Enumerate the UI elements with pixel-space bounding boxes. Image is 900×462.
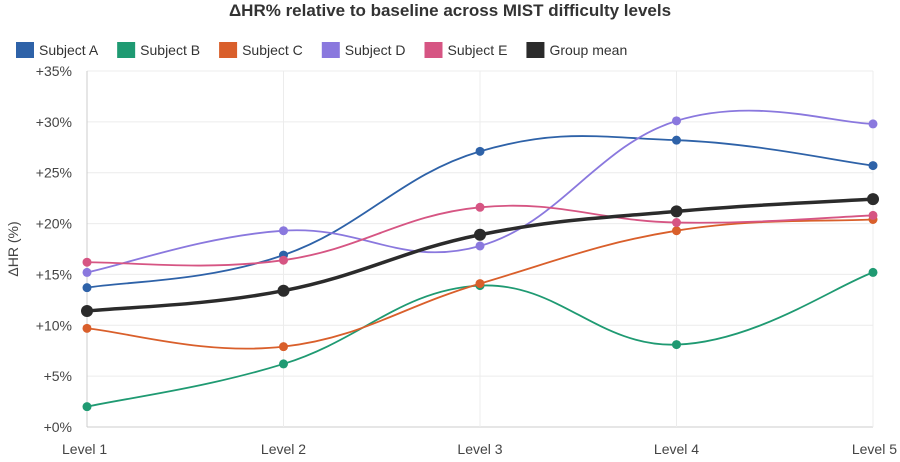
grid: [86, 70, 874, 428]
data-point-subject-a: [672, 135, 681, 145]
y-tick-label: +20%: [36, 216, 72, 232]
x-axis-ticks: Level 1 Level 2 Level 3 Level 4 Level 5: [62, 441, 897, 457]
data-point-subject-e: [82, 257, 92, 267]
legend-swatch-subject-c: [219, 42, 238, 58]
y-tick-label: +35%: [36, 63, 72, 79]
data-point-subject-d: [279, 226, 288, 236]
data-point-subject-c: [475, 279, 485, 289]
data-point-subject-b: [672, 340, 681, 350]
data-point-subject-e: [279, 255, 288, 265]
data-point-subject-e: [475, 202, 485, 212]
x-tick-label: Level 5: [852, 441, 897, 457]
data-point-subject-d: [672, 116, 681, 126]
data-point-subject-c: [82, 323, 92, 333]
data-point-subject-e: [868, 210, 878, 220]
legend-label-subject-b: Subject B: [140, 42, 200, 58]
x-tick-label: Level 4: [654, 441, 699, 457]
y-axis-ticks: +0% +5% +10% +15% +20% +25% +30% +35%: [36, 63, 72, 435]
x-tick-label: Level 1: [62, 441, 107, 457]
data-point-group-mean: [474, 228, 486, 241]
legend-label-subject-d: Subject D: [345, 42, 406, 58]
y-tick-label: +25%: [36, 165, 72, 181]
legend-label-group-mean: Group mean: [549, 42, 627, 58]
legend-swatch-subject-d: [321, 42, 340, 58]
legend-label-subject-c: Subject C: [242, 42, 303, 58]
y-tick-label: +5%: [44, 368, 72, 384]
chart-title: ΔHR% relative to baseline across MIST di…: [229, 1, 671, 20]
y-tick-label: +10%: [36, 317, 72, 333]
data-point-group-mean: [670, 205, 683, 218]
data-point-group-mean: [277, 284, 290, 297]
data-point-group-mean: [867, 193, 879, 206]
data-point-subject-b: [868, 267, 878, 277]
data-point-subject-e: [672, 218, 681, 228]
data-point-subject-c: [672, 226, 681, 236]
data-point-subject-b: [279, 359, 288, 369]
legend-swatch-subject-a: [16, 42, 34, 58]
y-axis-title: ΔHR (%): [5, 221, 21, 276]
data-point-subject-a: [82, 283, 92, 293]
data-point-subject-d: [868, 119, 878, 129]
legend-swatch-subject-b: [117, 42, 136, 58]
data-point-subject-a: [868, 161, 878, 171]
data-point-subject-c: [279, 342, 288, 352]
legend: Subject A Subject B Subject C Subject D Subj…: [16, 42, 627, 58]
legend-swatch-group-mean: [526, 42, 545, 58]
data-point-subject-b: [82, 402, 92, 412]
data-point-subject-d: [82, 267, 92, 277]
x-tick-label: Level 3: [457, 441, 502, 457]
y-tick-label: +0%: [44, 419, 72, 435]
data-point-subject-a: [475, 146, 485, 156]
y-tick-label: +30%: [36, 114, 72, 130]
data-point-subject-d: [475, 241, 485, 251]
legend-swatch-subject-e: [424, 42, 443, 58]
data-point-group-mean: [81, 305, 93, 318]
x-tick-label: Level 2: [261, 441, 306, 457]
legend-label-subject-e: Subject E: [448, 42, 508, 58]
legend-label-subject-a: Subject A: [39, 42, 99, 58]
series-points: [81, 116, 879, 412]
y-tick-label: +15%: [36, 266, 72, 282]
